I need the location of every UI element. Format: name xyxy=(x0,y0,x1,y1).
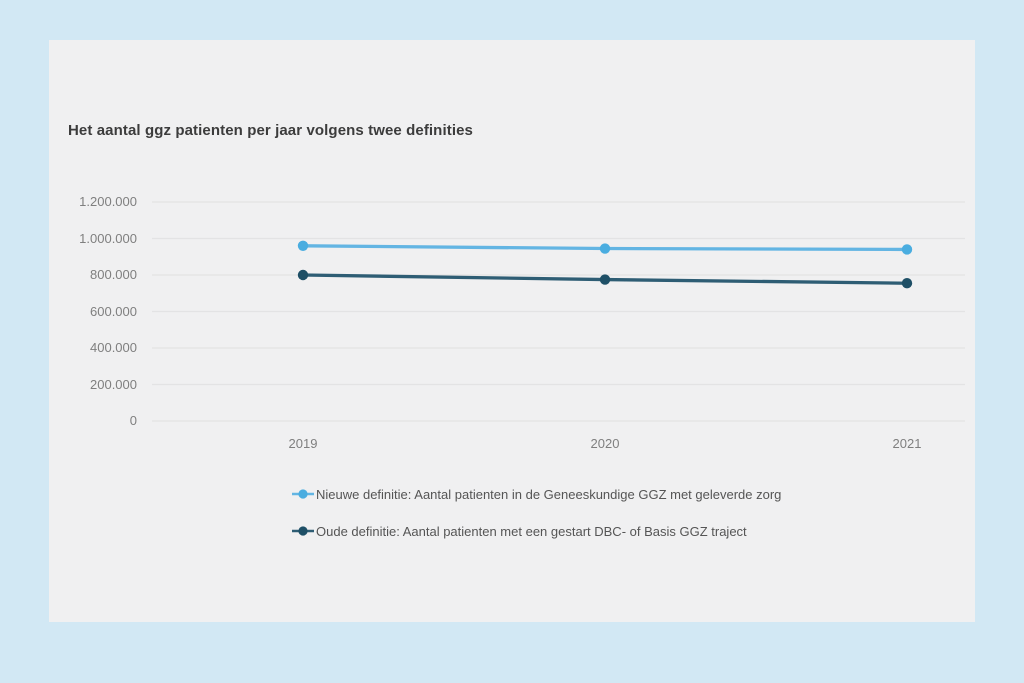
x-axis-tick-label: 2020 xyxy=(590,436,620,451)
y-axis-tick-label: 400.000 xyxy=(90,340,137,355)
data-point-marker xyxy=(901,244,913,255)
data-point-marker xyxy=(297,269,309,281)
y-axis-tick-label: 800.000 xyxy=(90,267,137,282)
legend-label: Nieuwe definitie: Aantal patienten in de… xyxy=(316,486,782,502)
legend-item-nieuwe-definitie: Nieuwe definitie: Aantal patienten in de… xyxy=(292,484,781,504)
chart-title: Het aantal ggz patienten per jaar volgen… xyxy=(68,122,473,139)
y-axis-tick-label: 1.000.000 xyxy=(79,230,137,246)
y-axis-tick-label: 1.200.000 xyxy=(79,194,137,209)
data-point-marker xyxy=(599,243,611,254)
line-marker-icon xyxy=(292,489,314,499)
line-chart-plot-area: 1.200.000 1.000.000 800.000 600.000 400.000 2… xyxy=(49,40,975,622)
data-point-marker xyxy=(901,278,913,289)
data-point-marker xyxy=(297,240,309,251)
y-axis-tick-label: 200.000 xyxy=(90,376,137,392)
line-chart-svg xyxy=(152,201,965,422)
data-point-marker xyxy=(599,274,611,285)
y-axis-tick-label: 0 xyxy=(129,413,137,428)
x-axis-tick-label: 2021 xyxy=(892,436,922,451)
legend-label: Oude definitie: Aantal patienten met een… xyxy=(316,523,747,539)
line-marker-icon xyxy=(292,526,314,536)
x-axis-tick-label: 2019 xyxy=(288,436,318,451)
y-axis-tick-label: 600.000 xyxy=(90,303,137,319)
chart-card: Het aantal ggz patienten per jaar volgen… xyxy=(49,40,975,622)
legend-item-oude-definitie: Oude definitie: Aantal patienten met een… xyxy=(292,521,747,541)
